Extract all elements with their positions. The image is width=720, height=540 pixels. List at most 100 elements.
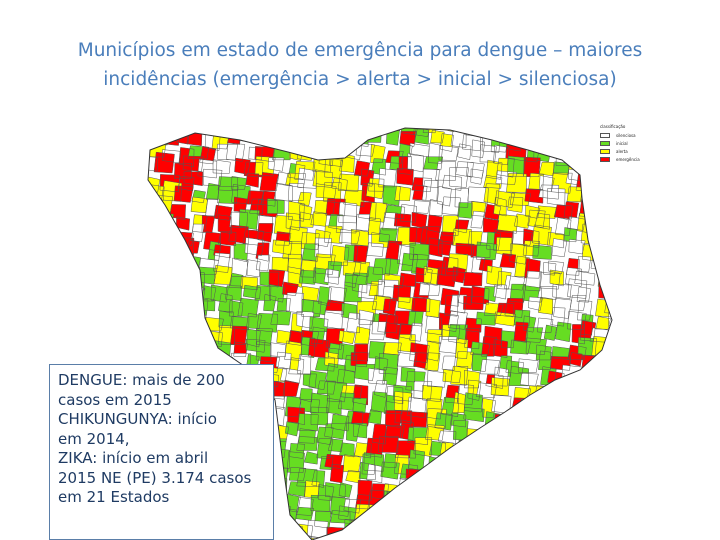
municipality-border bbox=[372, 258, 391, 276]
municipality-border bbox=[411, 253, 429, 276]
info-line: DENGUE: mais de 200 bbox=[58, 371, 225, 389]
municipality-border bbox=[345, 410, 364, 425]
municipality-border bbox=[428, 237, 443, 258]
municipality-border bbox=[255, 341, 272, 363]
municipality bbox=[439, 336, 457, 354]
title-line-1: Municípios em estado de emergência para … bbox=[77, 40, 643, 61]
municipality-border bbox=[190, 223, 205, 243]
municipality-border bbox=[216, 143, 238, 161]
municipality bbox=[328, 286, 347, 304]
municipality-border bbox=[457, 286, 474, 305]
municipality-border bbox=[319, 455, 334, 470]
municipality-border bbox=[323, 268, 340, 285]
municipality-border bbox=[449, 167, 469, 188]
municipality-border bbox=[324, 453, 344, 469]
municipality-border bbox=[344, 272, 358, 288]
municipality-border bbox=[509, 243, 528, 265]
municipality-border bbox=[551, 238, 568, 258]
municipality bbox=[343, 454, 362, 472]
municipality-border bbox=[426, 408, 447, 429]
municipality-border bbox=[571, 324, 585, 345]
municipality-border bbox=[508, 365, 529, 387]
municipality-border bbox=[245, 173, 260, 188]
municipality-border bbox=[377, 279, 399, 300]
municipality-border bbox=[426, 329, 443, 345]
municipality bbox=[468, 231, 483, 246]
municipality-border bbox=[295, 496, 314, 516]
municipality-border bbox=[407, 396, 427, 419]
municipality bbox=[452, 392, 466, 413]
municipality bbox=[371, 391, 387, 413]
municipality-border bbox=[346, 312, 361, 334]
municipality-border bbox=[398, 156, 412, 175]
municipality-border bbox=[302, 373, 317, 389]
municipality-border bbox=[343, 244, 359, 262]
municipality-border bbox=[399, 272, 417, 287]
municipality-border bbox=[316, 438, 334, 459]
municipality-border bbox=[524, 257, 541, 279]
municipality-border bbox=[435, 161, 457, 181]
municipality-border bbox=[524, 188, 544, 204]
municipality bbox=[297, 168, 317, 189]
municipality bbox=[352, 397, 367, 414]
municipality-border bbox=[493, 196, 507, 217]
municipality-border bbox=[441, 396, 460, 418]
municipality-border bbox=[217, 176, 238, 192]
municipality-border bbox=[242, 229, 264, 246]
municipality bbox=[470, 168, 484, 185]
municipality-border bbox=[465, 317, 482, 333]
municipality-border bbox=[326, 380, 348, 403]
municipality-border bbox=[371, 313, 388, 335]
municipality-border bbox=[182, 155, 204, 172]
municipality-border bbox=[457, 383, 475, 406]
municipality bbox=[449, 167, 469, 188]
municipality-border bbox=[538, 296, 554, 315]
municipality-border bbox=[327, 261, 343, 278]
municipality-border bbox=[580, 313, 594, 336]
info-line: ZIKA: início em abril bbox=[58, 449, 209, 467]
municipality bbox=[343, 281, 363, 303]
municipality-border bbox=[457, 202, 473, 219]
municipality-border bbox=[246, 259, 261, 278]
municipality-border bbox=[538, 161, 555, 177]
municipality bbox=[384, 425, 405, 439]
municipality-border bbox=[413, 282, 431, 299]
municipality bbox=[383, 342, 402, 356]
municipality-border bbox=[346, 421, 360, 442]
municipality-border bbox=[354, 442, 372, 459]
municipality-border bbox=[178, 147, 195, 168]
municipality-border bbox=[422, 128, 438, 134]
municipality-border bbox=[259, 172, 280, 192]
municipality-border bbox=[441, 324, 461, 341]
municipality-border bbox=[411, 177, 433, 192]
municipality-border bbox=[436, 267, 458, 288]
municipality-border bbox=[218, 293, 233, 314]
municipality-border bbox=[343, 281, 363, 303]
municipality-border bbox=[218, 325, 235, 346]
municipality-border bbox=[483, 183, 500, 205]
municipality-border bbox=[284, 340, 303, 361]
municipality-border bbox=[385, 150, 404, 164]
municipality bbox=[366, 242, 384, 257]
municipality-border bbox=[378, 353, 400, 375]
municipality-border bbox=[287, 406, 305, 425]
municipality-border bbox=[495, 170, 517, 185]
municipality-border bbox=[455, 351, 474, 370]
municipality bbox=[493, 339, 508, 358]
municipality-border bbox=[299, 204, 313, 221]
municipality bbox=[555, 321, 572, 342]
municipality bbox=[218, 293, 233, 314]
municipality-border bbox=[567, 278, 588, 299]
municipality bbox=[422, 385, 443, 402]
municipality-border bbox=[210, 284, 229, 303]
municipality-border bbox=[384, 204, 406, 220]
municipality bbox=[397, 296, 415, 311]
municipality-border bbox=[337, 173, 360, 192]
municipality-border bbox=[567, 344, 587, 361]
municipality-border bbox=[411, 297, 431, 313]
municipality-border bbox=[394, 454, 409, 475]
municipality-border bbox=[424, 352, 441, 372]
municipality-border bbox=[285, 292, 304, 314]
municipality-border bbox=[397, 296, 416, 311]
municipality-border bbox=[162, 149, 181, 164]
